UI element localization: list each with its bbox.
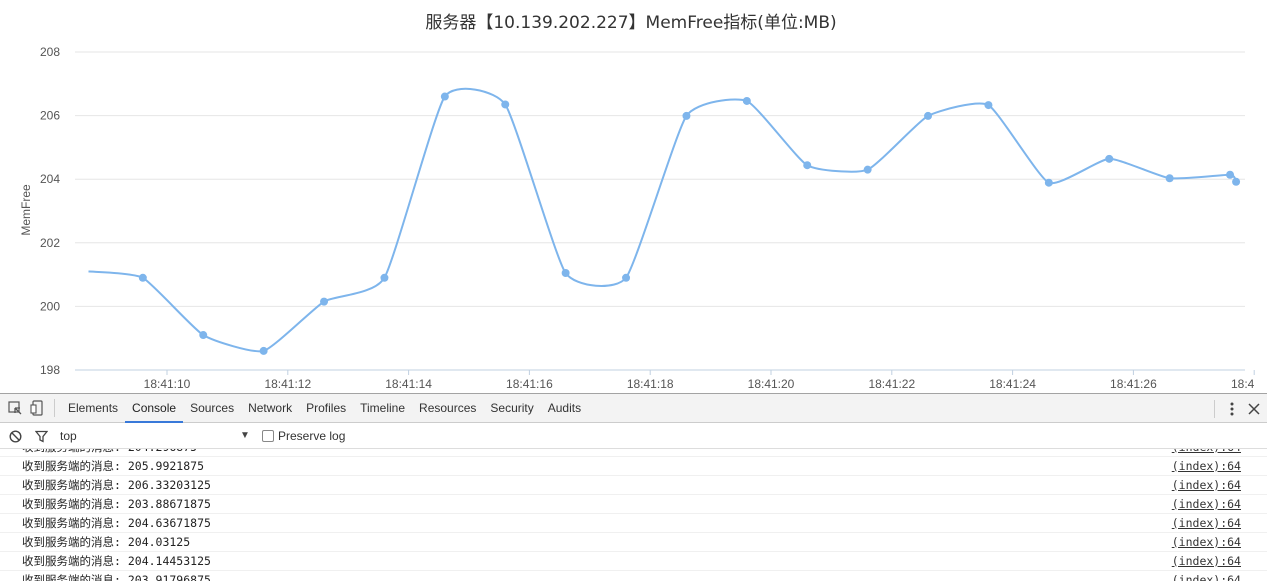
data-point[interactable] [199,331,208,340]
console-message-text: 收到服务端的消息: 205.9921875 [22,459,205,473]
x-tick-label: 18:41:14 [385,377,432,391]
checkbox-icon[interactable] [262,430,274,442]
tab-resources[interactable]: Resources [419,400,477,415]
data-point[interactable] [138,273,147,282]
console-message: 收到服务端的消息: 205.9921875 (index):64 [0,457,1267,476]
console-message-text: 收到服务端的消息: 204.296875 [22,449,197,456]
console-message: 收到服务端的消息: 204.63671875 (index):64 [0,514,1267,533]
console-message: 收到服务端的消息: 206.33203125 (index):64 [0,476,1267,495]
x-tick-label: 18:41:24 [989,377,1036,391]
device-mode-icon[interactable] [26,397,48,419]
memfree-line-chart: 服务器【10.139.202.227】MemFree指标(单位:MB) MemF… [19,13,1255,391]
console-source-link[interactable]: (index):64 [1171,478,1241,492]
data-point[interactable] [984,101,993,110]
data-point[interactable] [622,273,631,282]
data-point[interactable] [561,269,570,278]
console-message-text: 收到服务端的消息: 206.33203125 [22,478,211,492]
y-tick-label: 202 [40,236,60,250]
console-message: 收到服务端的消息: 203.88671875 (index):64 [0,495,1267,514]
toolbar-divider [1214,399,1215,418]
data-point[interactable] [501,100,510,109]
toolbar-divider [54,399,55,417]
data-point[interactable] [1165,174,1174,183]
context-selector[interactable]: top [60,429,77,443]
console-message: 收到服务端的消息: 204.14453125 (index):64 [0,552,1267,571]
tab-timeline[interactable]: Timeline [360,400,406,415]
console-message: 收到服务端的消息: 204.296875 (index):64 [0,449,1267,457]
tab-profiles[interactable]: Profiles [306,400,347,415]
tab-sources[interactable]: Sources [190,400,235,415]
y-axis-title: MemFree [19,184,33,236]
series-line [88,87,1238,353]
x-tick-label: 18:41:20 [748,377,795,391]
x-tick-label: 18:41:12 [264,377,311,391]
x-tick-label: 18:41:26 [1110,377,1157,391]
data-point[interactable] [803,161,812,170]
y-tick-label: 208 [40,45,60,59]
console-message-text: 收到服务端的消息: 203.88671875 [22,497,211,511]
console-source-link[interactable]: (index):64 [1171,497,1241,511]
preserve-log-label: Preserve log [278,429,346,443]
devtools-toolbar-right [1208,394,1267,423]
x-axis-ticks: 18:41:10 18:41:12 18:41:14 18:41:16 18:41:18… [144,370,1255,391]
chart-title: 服务器【10.139.202.227】MemFree指标(单位:MB) [425,13,836,33]
data-point[interactable] [1232,177,1241,186]
y-tick-label: 198 [40,363,60,377]
x-tick-label: 18:41:18 [627,377,674,391]
devtools-tabs: Elements Console Sources Network Profiles Tim… [61,394,588,423]
console-source-link[interactable]: (index):64 [1171,535,1241,549]
x-tick-label: 18:41:22 [868,377,915,391]
console-source-link[interactable]: (index):64 [1171,459,1241,473]
tab-network[interactable]: Network [248,400,293,415]
tab-security[interactable]: Security [490,400,534,415]
console-message-text: 收到服务端的消息: 203.91796875 [22,573,211,581]
inspect-element-icon[interactable] [4,397,26,419]
data-points [138,92,1241,355]
tab-audits[interactable]: Audits [547,400,582,415]
devtools-panel: Elements Console Sources Network Profiles Tim… [0,393,1267,581]
console-message: 收到服务端的消息: 204.03125 (index):64 [0,533,1267,552]
devtools-toolbar: Elements Console Sources Network Profiles Tim… [0,394,1267,423]
data-point[interactable] [380,273,389,282]
console-source-link[interactable]: (index):64 [1172,449,1241,456]
y-axis-ticks: 198 200 202 204 206 208 [40,45,60,377]
console-message-text: 收到服务端的消息: 204.03125 [22,535,191,549]
console-messages: 收到服务端的消息: 204.296875(index):64收到服务端的消息: … [0,449,1267,581]
x-tick-label: 18:41:16 [506,377,553,391]
data-point[interactable] [863,165,872,174]
data-point[interactable] [440,92,449,101]
data-point[interactable] [1105,154,1114,163]
data-point[interactable] [682,111,691,120]
chart-area: 服务器【10.139.202.227】MemFree指标(单位:MB) MemF… [19,13,1255,391]
data-point[interactable] [259,346,268,355]
data-point[interactable] [320,297,329,306]
console-source-link[interactable]: (index):64 [1171,554,1241,568]
chevron-down-icon[interactable]: ▼ [240,430,250,441]
x-tick-label: 18:41:10 [144,377,191,391]
data-point[interactable] [1226,170,1235,179]
more-options-icon[interactable] [1221,398,1243,420]
console-message: 收到服务端的消息: 203.91796875 (index):64 [0,571,1267,581]
preserve-log-checkbox[interactable]: Preserve log [262,423,345,449]
console-source-link[interactable]: (index):64 [1171,573,1241,581]
x-tick-label: 18:4 [1231,377,1255,391]
close-devtools-icon[interactable] [1243,398,1265,420]
console-message-text: 收到服务端的消息: 204.63671875 [22,516,211,530]
y-tick-label: 206 [40,109,60,123]
console-source-link[interactable]: (index):64 [1171,516,1241,530]
data-point[interactable] [1044,178,1053,187]
y-tick-label: 200 [40,299,60,313]
data-point[interactable] [924,111,933,120]
console-message-text: 收到服务端的消息: 204.14453125 [22,554,211,568]
tab-elements[interactable]: Elements [68,400,119,415]
tab-console[interactable]: Console [125,394,184,423]
filter-icon[interactable] [30,425,52,447]
y-tick-label: 204 [40,172,60,186]
data-point[interactable] [742,96,751,105]
grid-lines [75,51,1245,371]
console-filter-bar: top ▼ Preserve log [0,423,1267,449]
clear-console-icon[interactable] [4,425,26,447]
